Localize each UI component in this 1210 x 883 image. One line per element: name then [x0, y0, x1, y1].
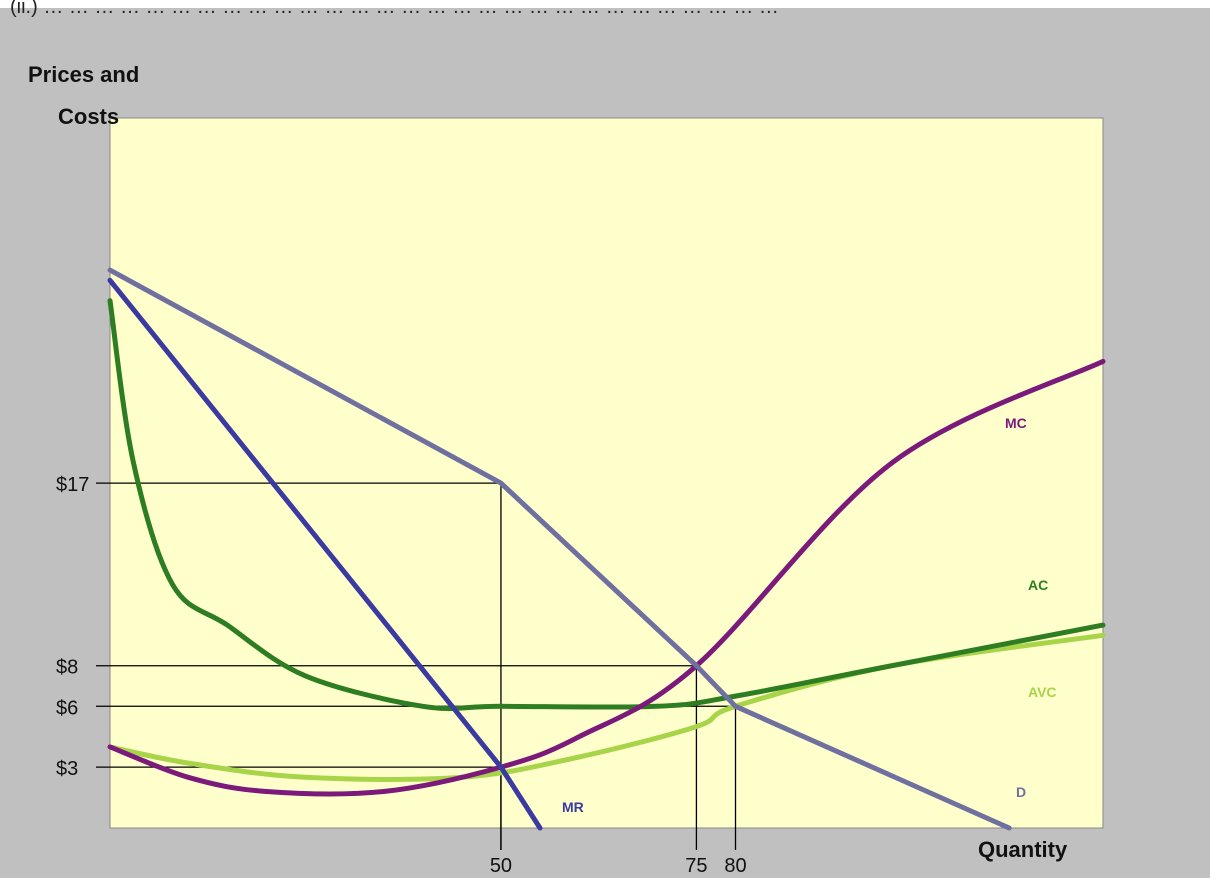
y-tick-label: $8: [56, 657, 78, 679]
x-axis-label: Quantity: [978, 837, 1068, 862]
curve-label-d: D: [1016, 784, 1026, 800]
y-tick-label: $17: [56, 474, 89, 496]
curve-ac: [107, 298, 1106, 712]
curve-label-mr: MR: [562, 799, 584, 815]
curve-label-ac: AC: [1028, 577, 1048, 593]
plot-area: [109, 117, 1104, 829]
curve-label-avc: AVC: [1028, 684, 1057, 700]
x-tick-label: 80: [724, 855, 746, 877]
curve-mc: [107, 358, 1106, 797]
y-axis-label-line2: Costs: [58, 104, 119, 129]
x-tick-label: 75: [685, 855, 707, 877]
curve-mr: [107, 277, 543, 831]
curve-label-mc: MC: [1005, 415, 1027, 431]
x-tick-label: 50: [490, 855, 512, 877]
y-tick-label: $6: [56, 697, 78, 719]
y-axis-label-line1: Prices and: [28, 62, 139, 87]
y-tick-label: $3: [56, 758, 78, 780]
curve-d: [107, 267, 1012, 831]
cropped-header-text: (ii.) … … … … … … … … … … … … … … … … … …: [10, 0, 779, 18]
